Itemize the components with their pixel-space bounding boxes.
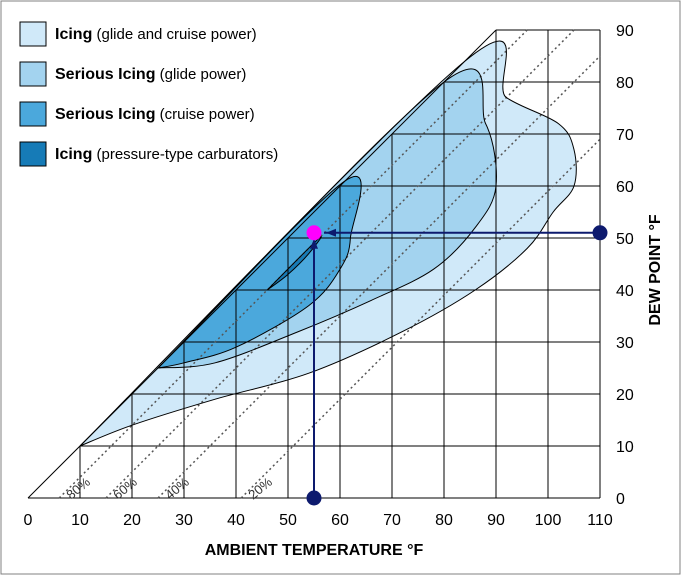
x-tick-label-30: 30 <box>175 512 193 529</box>
y-tick-label-70: 70 <box>616 127 634 144</box>
x-tick-label-50: 50 <box>279 512 297 529</box>
x-tick-label-80: 80 <box>435 512 453 529</box>
y-tick-label-10: 10 <box>616 439 634 456</box>
y-tick-label-40: 40 <box>616 283 634 300</box>
x-tick-label-10: 10 <box>71 512 89 529</box>
legend-label-bold-2: Serious Icing <box>55 66 155 83</box>
example-end-dot <box>592 225 608 241</box>
region-outline-2 <box>156 68 497 369</box>
x-tick-label-0: 0 <box>24 512 33 529</box>
humidity-line-60 <box>105 29 575 499</box>
legend-label-detail-1: (glide and cruise power) <box>92 26 256 43</box>
legend-label-3: Serious Icing (cruise power) <box>55 106 255 123</box>
legend-swatch-4 <box>19 141 47 167</box>
x-tick-label-100: 100 <box>535 512 562 529</box>
region-outline-1 <box>79 40 577 447</box>
region-outline-4 <box>266 236 322 291</box>
y-tick-label-20: 20 <box>616 387 634 404</box>
legend: Icing (glide and cruise power) Serious Ic… <box>19 21 278 167</box>
x-tick-label-90: 90 <box>487 512 505 529</box>
example-path-layer <box>306 225 608 506</box>
regions-layer <box>80 40 577 446</box>
x-tick-label-20: 20 <box>123 512 141 529</box>
y-tick-label-30: 30 <box>616 335 634 352</box>
legend-swatch-3 <box>19 101 47 127</box>
legend-swatch-2 <box>19 61 47 87</box>
x-tick-label-60: 60 <box>331 512 349 529</box>
x-tick-label-40: 40 <box>227 512 245 529</box>
x-axis-title: AMBIENT TEMPERATURE °F <box>205 542 424 559</box>
y-tick-label-80: 80 <box>616 75 634 92</box>
ticks-layer: 0 10 20 30 40 50 60 70 80 90 100 110010203040506070… <box>24 23 634 529</box>
legend-label-bold-3: Serious Icing <box>55 106 155 123</box>
outline-layer <box>79 40 577 447</box>
y-axis-title: DEW POINT °F <box>647 214 664 326</box>
legend-label-2: Serious Icing (glide power) <box>55 66 246 83</box>
legend-swatch-1 <box>19 21 47 47</box>
legend-label-1: Icing (glide and cruise power) <box>55 26 257 43</box>
x-tick-label-110: 110 <box>587 512 613 529</box>
y-tick-label-90: 90 <box>616 23 634 40</box>
legend-label-detail-2: (glide power) <box>155 66 246 83</box>
legend-label-4: Icing (pressure-type carburators) <box>55 146 278 163</box>
legend-label-bold-1: Icing <box>55 26 92 43</box>
humidity-line-40 <box>157 55 601 499</box>
x-tick-label-70: 70 <box>383 512 401 529</box>
legend-label-detail-4: (pressure-type carburators) <box>92 146 278 163</box>
example-icing-point <box>306 225 322 241</box>
y-tick-label-0: 0 <box>616 491 625 508</box>
region-outline-3 <box>156 175 362 369</box>
example-start-dot <box>306 490 322 506</box>
legend-label-bold-4: Icing <box>55 146 92 163</box>
y-tick-label-60: 60 <box>616 179 634 196</box>
example-arrow-up <box>310 238 318 249</box>
y-tick-label-50: 50 <box>616 231 634 248</box>
legend-label-detail-3: (cruise power) <box>155 106 254 123</box>
example-arrow-left <box>326 228 336 237</box>
region-3-serious-icing-cruise-power <box>158 176 362 368</box>
